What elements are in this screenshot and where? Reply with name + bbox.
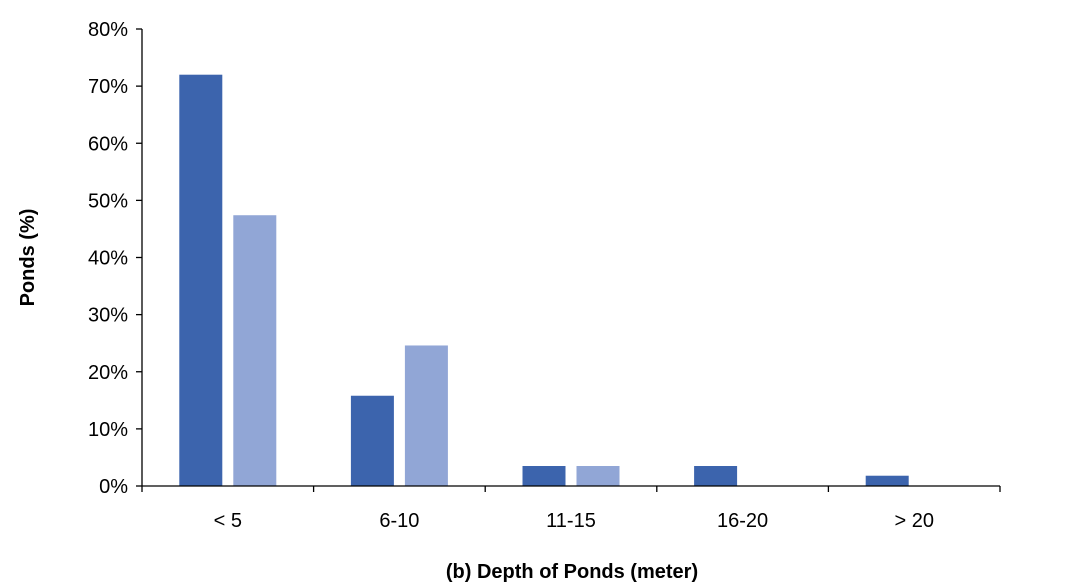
y-tick-label: 70%: [88, 76, 128, 98]
y-tick-label: 30%: [88, 305, 128, 327]
y-axis-title: Ponds (%): [17, 209, 39, 307]
y-tick-label: 10%: [88, 419, 128, 441]
y-tick-label: 60%: [88, 133, 128, 155]
bar-series-1: [350, 395, 394, 486]
bar-series-1: [865, 475, 909, 486]
bar-series-2: [404, 345, 448, 486]
x-ticks-group: < 5 6-10 11-15 16-20 > 20: [141, 486, 1001, 532]
x-axis-title: (b) Depth of Ponds (meter): [446, 561, 698, 583]
y-tick-label: 0%: [99, 476, 128, 498]
y-ticks-group: 0% 10% 20% 30% 40% 50% 60% 70% 80%: [88, 19, 142, 498]
bar-series-1: [694, 466, 738, 486]
y-tick-label: 20%: [88, 362, 128, 384]
x-tick-label: > 20: [894, 510, 933, 532]
x-tick-label: 6-10: [379, 510, 419, 532]
y-tick-label: 50%: [88, 190, 128, 212]
y-tick-label: 40%: [88, 248, 128, 270]
bar-series-1: [522, 466, 566, 486]
bars-group: [179, 74, 909, 487]
x-tick-label: 16-20: [717, 510, 768, 532]
y-tick-label: 80%: [88, 19, 128, 41]
bar-series-2: [233, 215, 277, 487]
bar-series-1: [179, 74, 223, 486]
bar-series-2: [576, 466, 620, 486]
x-tick-label: < 5: [214, 510, 242, 532]
x-tick-label: 11-15: [546, 510, 596, 532]
